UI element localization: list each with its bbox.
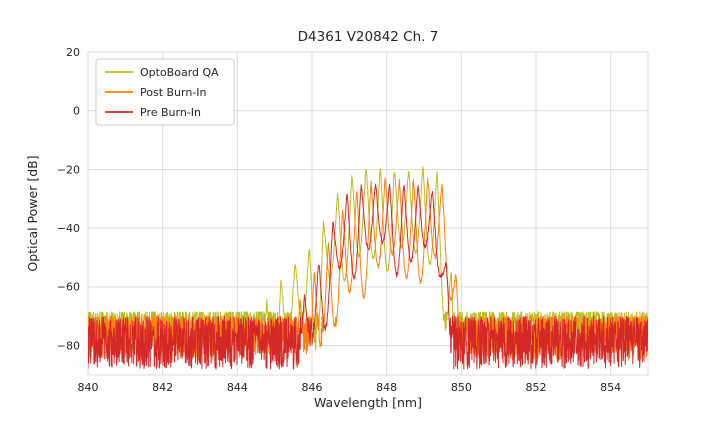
y-axis-label: Optical Power [dB] xyxy=(25,155,40,271)
x-tick-label: 846 xyxy=(302,381,323,394)
x-tick-label: 852 xyxy=(526,381,547,394)
x-axis-label: Wavelength [nm] xyxy=(314,395,422,410)
x-tick-label: 842 xyxy=(152,381,173,394)
series-lines xyxy=(88,166,648,370)
axis-ticks: 840 842 844 846 848 850 852 854 20 0 −20 −40 −60 −80 xyxy=(57,46,621,394)
x-tick-label: 844 xyxy=(227,381,248,394)
y-tick-label: 0 xyxy=(73,105,80,118)
legend-box xyxy=(95,58,235,126)
legend-label: OptoBoard QA xyxy=(140,66,219,79)
legend: OptoBoard QA Post Burn-In Pre Burn-In xyxy=(95,58,235,126)
y-tick-label: −80 xyxy=(57,339,80,352)
chart-title: D4361 V20842 Ch. 7 xyxy=(298,29,439,45)
y-tick-label: −60 xyxy=(57,281,80,294)
y-tick-label: −20 xyxy=(57,163,80,176)
x-tick-label: 840 xyxy=(78,381,99,394)
series-line xyxy=(88,183,648,370)
x-tick-label: 848 xyxy=(376,381,397,394)
x-tick-label: 850 xyxy=(451,381,472,394)
legend-label: Post Burn-In xyxy=(140,86,207,99)
x-tick-label: 854 xyxy=(600,381,621,394)
y-tick-label: −40 xyxy=(57,222,80,235)
legend-label: Pre Burn-In xyxy=(140,106,201,119)
y-tick-label: 20 xyxy=(66,46,80,59)
